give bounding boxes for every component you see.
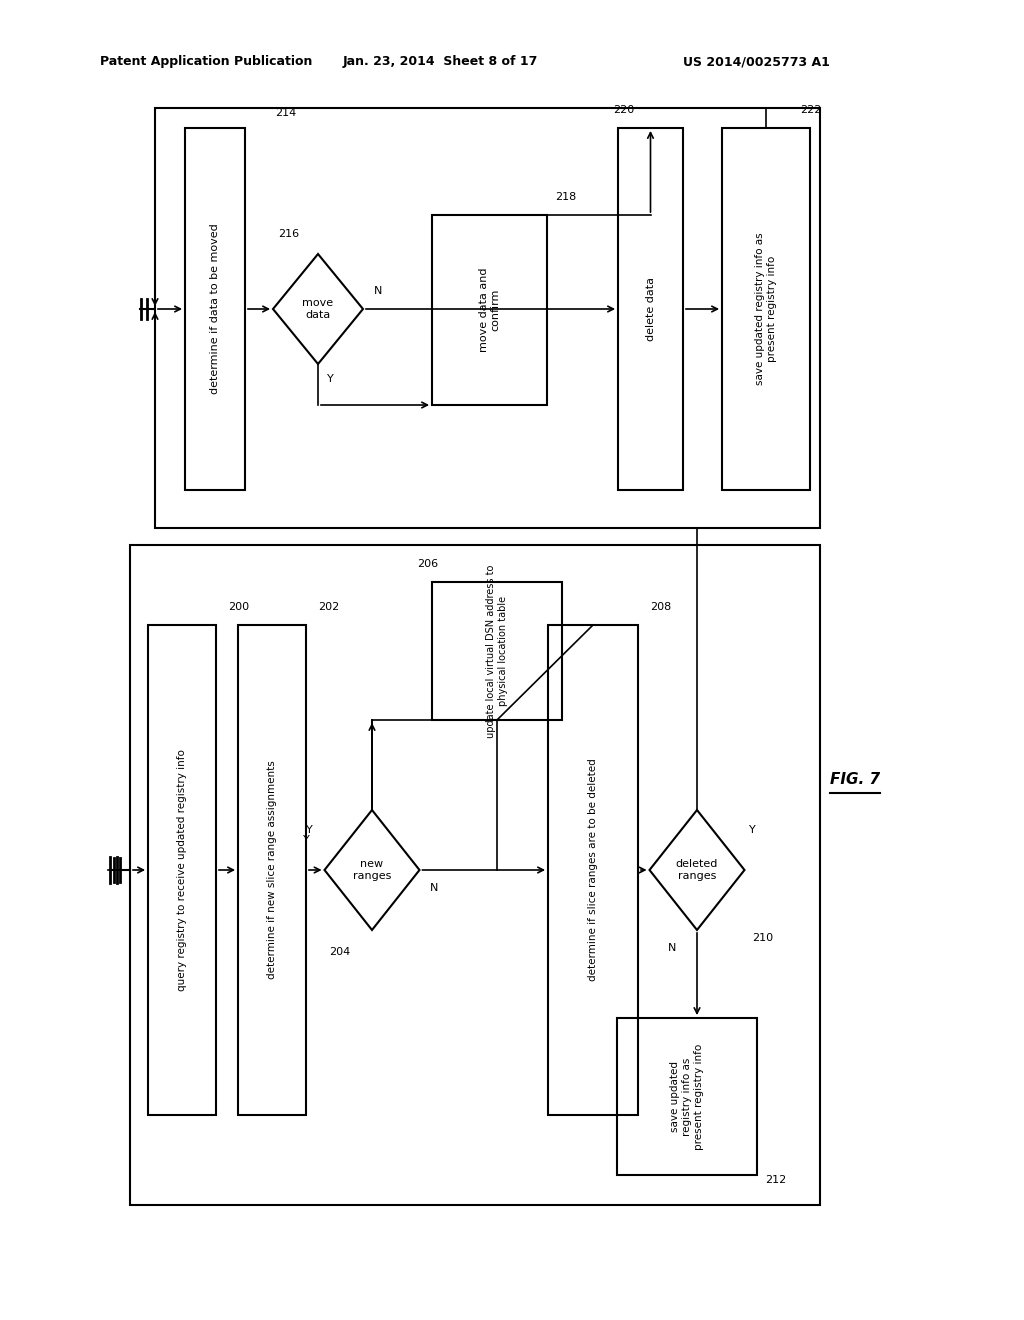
Text: 218: 218 bbox=[555, 191, 577, 202]
Text: 216: 216 bbox=[278, 228, 299, 239]
Text: Y: Y bbox=[750, 825, 756, 836]
Text: Y: Y bbox=[327, 374, 334, 384]
Text: move data and
confirm: move data and confirm bbox=[478, 268, 501, 352]
Bar bbox=[148, 624, 216, 1115]
Text: 222: 222 bbox=[800, 106, 821, 115]
Text: 202: 202 bbox=[318, 602, 339, 612]
Bar bbox=[185, 128, 245, 490]
Text: N: N bbox=[430, 883, 438, 894]
Text: 210: 210 bbox=[753, 933, 773, 942]
Text: N: N bbox=[668, 942, 676, 953]
Text: Y: Y bbox=[306, 825, 313, 836]
Bar bbox=[617, 1018, 757, 1175]
Text: 200: 200 bbox=[228, 602, 249, 612]
Text: deleted
ranges: deleted ranges bbox=[676, 859, 718, 880]
Bar bbox=[548, 624, 638, 1115]
Text: determine if data to be moved: determine if data to be moved bbox=[210, 223, 220, 395]
Bar bbox=[618, 128, 683, 490]
Text: delete data: delete data bbox=[645, 277, 655, 341]
Text: FIG. 7: FIG. 7 bbox=[830, 772, 880, 788]
Text: 206: 206 bbox=[417, 558, 438, 569]
Bar bbox=[130, 545, 820, 1205]
Text: save updated
registry info as
present registry info: save updated registry info as present re… bbox=[671, 1043, 703, 1150]
Text: 204: 204 bbox=[330, 946, 351, 957]
Text: 220: 220 bbox=[613, 106, 634, 115]
Bar bbox=[432, 582, 562, 719]
Text: determine if new slice range assignments: determine if new slice range assignments bbox=[267, 760, 278, 979]
Text: 214: 214 bbox=[275, 108, 296, 117]
Text: Jan. 23, 2014  Sheet 8 of 17: Jan. 23, 2014 Sheet 8 of 17 bbox=[342, 55, 538, 69]
Bar bbox=[722, 128, 810, 490]
Text: 208: 208 bbox=[650, 602, 672, 612]
Text: US 2014/0025773 A1: US 2014/0025773 A1 bbox=[683, 55, 830, 69]
Text: save updated registry info as
present registry info: save updated registry info as present re… bbox=[756, 232, 777, 385]
Bar bbox=[155, 108, 820, 528]
Text: move
data: move data bbox=[302, 298, 334, 319]
Bar bbox=[432, 215, 547, 405]
Text: 212: 212 bbox=[765, 1175, 786, 1185]
Bar bbox=[238, 624, 306, 1115]
Text: N: N bbox=[374, 286, 382, 296]
Text: Patent Application Publication: Patent Application Publication bbox=[100, 55, 312, 69]
Text: new
ranges: new ranges bbox=[353, 859, 391, 880]
Text: update local virtual DSN address to
physical location table: update local virtual DSN address to phys… bbox=[486, 565, 508, 738]
Text: determine if slice ranges are to be deleted: determine if slice ranges are to be dele… bbox=[588, 759, 598, 981]
Text: query registry to receive updated registry info: query registry to receive updated regist… bbox=[177, 748, 187, 991]
Text: Y: Y bbox=[303, 836, 310, 845]
